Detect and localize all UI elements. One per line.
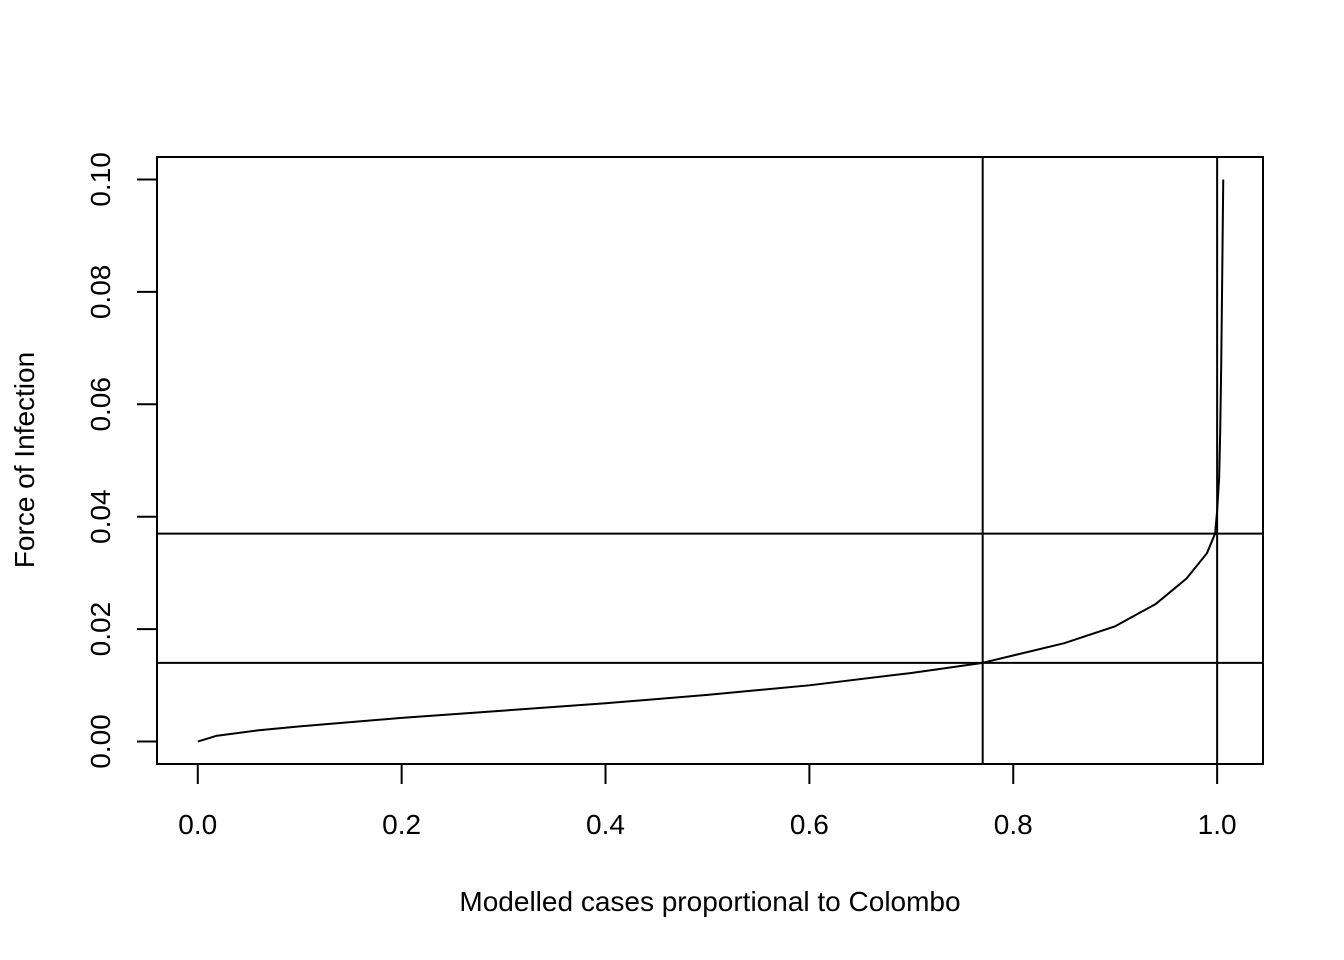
y-tick-label: 0.08 xyxy=(85,265,116,320)
x-tick-label: 0.4 xyxy=(586,809,625,840)
y-tick-label: 0.04 xyxy=(85,489,116,544)
y-tick-label: 0.02 xyxy=(85,602,116,657)
series-line xyxy=(197,179,1225,743)
x-tick-label: 0.0 xyxy=(178,809,217,840)
series-group xyxy=(197,179,1225,743)
y-axis: 0.00 0.02 0.04 0.06 0.08 0.10 xyxy=(85,152,158,769)
y-tick-label: 0.00 xyxy=(85,714,116,769)
y-axis-title: Force of Infection xyxy=(9,352,40,568)
reference-lines xyxy=(157,157,1263,764)
plot-frame xyxy=(156,156,1264,765)
y-tick-label: 0.06 xyxy=(85,377,116,432)
x-axis-title: Modelled cases proportional to Colombo xyxy=(459,886,960,917)
y-tick-label: 0.10 xyxy=(85,152,116,207)
x-tick-label: 0.8 xyxy=(994,809,1033,840)
x-tick-label: 0.6 xyxy=(790,809,829,840)
x-axis: 0.0 0.2 0.4 0.6 0.8 1.0 xyxy=(178,763,1237,840)
x-tick-label: 1.0 xyxy=(1198,809,1237,840)
x-tick-label: 0.2 xyxy=(382,809,421,840)
